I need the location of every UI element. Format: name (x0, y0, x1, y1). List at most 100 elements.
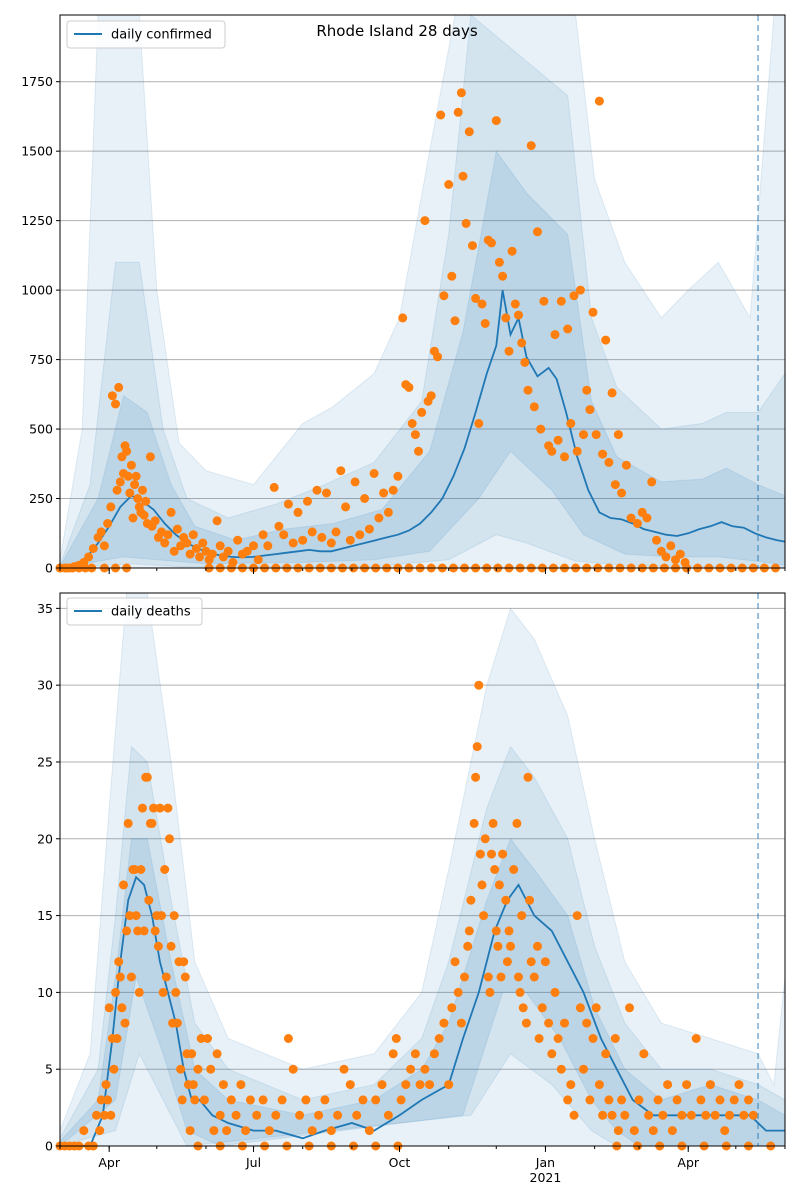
data-point (591, 1003, 601, 1013)
data-point (212, 1049, 222, 1059)
data-point (450, 316, 460, 326)
data-point (258, 1095, 268, 1105)
data-point (715, 1095, 725, 1105)
x-axis-ticks: Apr Jul Oct Jan Apr 2021 (59, 1146, 786, 1185)
data-point (613, 430, 623, 440)
data-point (158, 987, 168, 997)
data-point (517, 911, 527, 921)
data-point (199, 1095, 209, 1105)
data-point (160, 865, 170, 874)
data-point (147, 818, 157, 828)
data-point (540, 957, 550, 967)
data-point (218, 1080, 228, 1090)
data-point (672, 1095, 682, 1105)
data-point (425, 1080, 435, 1090)
data-point (379, 488, 389, 498)
data-point (588, 1034, 598, 1043)
data-point (157, 911, 166, 921)
data-point (117, 1003, 127, 1013)
data-point (84, 552, 94, 562)
data-point (514, 972, 523, 982)
data-point (686, 1110, 696, 1120)
y-axis-ticks: 0 5 10 15 20 25 30 35 (37, 601, 60, 1154)
data-point (99, 1110, 109, 1120)
y-tick-label: 0 (45, 561, 53, 576)
y-tick-label: 750 (29, 352, 53, 367)
data-point (739, 1110, 749, 1120)
data-point (350, 477, 360, 487)
data-point (303, 496, 312, 506)
data-point (122, 446, 132, 456)
data-point (585, 1095, 595, 1105)
data-point (453, 107, 463, 117)
data-point (131, 911, 141, 921)
data-point (322, 488, 331, 498)
data-point (479, 911, 489, 921)
data-point (518, 1003, 528, 1013)
data-point (283, 1034, 293, 1043)
data-point (298, 535, 308, 545)
data-point (206, 1064, 216, 1074)
data-point (222, 1126, 232, 1136)
data-point (658, 1110, 668, 1120)
data-point (345, 1080, 355, 1090)
data-point (477, 880, 487, 890)
data-point (141, 496, 151, 506)
data-point (525, 895, 535, 905)
data-point (88, 544, 98, 553)
data-point (312, 485, 322, 495)
data-point (456, 88, 466, 98)
data-point (453, 987, 463, 997)
observed-points (55, 680, 776, 1151)
data-point (691, 1034, 701, 1043)
series-line (60, 875, 785, 1147)
data-point (191, 544, 201, 553)
data-point (139, 510, 149, 520)
data-point (215, 1110, 225, 1120)
data-point (444, 180, 454, 189)
data-point (187, 1049, 197, 1059)
data-point (710, 1110, 720, 1120)
chart-title: Rhode Island 28 days (316, 22, 477, 40)
data-point (119, 880, 128, 890)
data-point (112, 1034, 122, 1043)
band-middle (59, 14, 786, 569)
data-point (572, 446, 582, 456)
data-point (314, 1110, 324, 1120)
data-point (490, 865, 500, 874)
data-point (203, 1034, 212, 1043)
data-point (572, 911, 582, 921)
data-point (705, 1080, 715, 1090)
data-point (468, 241, 477, 251)
data-point (560, 452, 569, 462)
data-point (364, 1126, 374, 1136)
data-point (125, 911, 135, 921)
y-tick-label: 30 (37, 678, 53, 693)
data-point (241, 1126, 251, 1136)
data-point (196, 1034, 206, 1043)
data-point (471, 293, 481, 303)
y-tick-label: 1750 (21, 74, 53, 89)
data-point (331, 527, 341, 537)
y-tick-label: 1250 (21, 213, 53, 228)
data-point (515, 987, 525, 997)
data-point (604, 1095, 614, 1105)
data-point (283, 499, 293, 509)
data-point (620, 1110, 630, 1120)
data-point (621, 460, 631, 470)
data-point (112, 485, 122, 495)
data-point (307, 527, 317, 537)
data-point (744, 1095, 753, 1105)
data-point (652, 535, 661, 545)
x-tick-label: Jan (535, 1155, 555, 1170)
data-point (667, 1126, 677, 1136)
data-point (447, 1003, 457, 1013)
data-point (547, 1049, 557, 1059)
data-point (155, 803, 165, 813)
data-point (264, 1126, 274, 1136)
data-point (607, 1110, 617, 1120)
data-point (122, 926, 132, 936)
data-point (504, 346, 514, 356)
y-tick-label: 35 (37, 601, 53, 616)
